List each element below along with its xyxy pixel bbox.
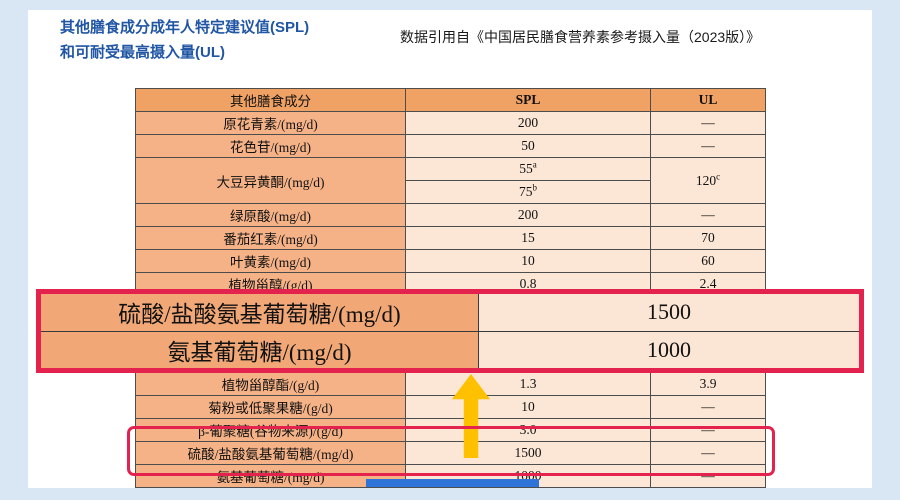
table-row: 叶黄素/(mg/d) 10 60 <box>135 249 766 273</box>
table-row: 番茄红素/(mg/d) 15 70 <box>135 226 766 250</box>
col-header-spl: SPL <box>405 88 651 112</box>
spl-cell: 3.0 <box>405 418 651 442</box>
table-row: 菊粉或低聚果糖/(g/d) 10— <box>135 395 766 419</box>
ul-cell: 3.9 <box>650 372 766 396</box>
callout-row: 硫酸/盐酸氨基葡萄糖/(mg/d) 1500 <box>41 294 859 332</box>
ul-cell: 120c <box>650 157 766 204</box>
magnified-callout: 硫酸/盐酸氨基葡萄糖/(mg/d) 1500 氨基葡萄糖/(mg/d) 1000 <box>36 289 864 373</box>
spl-ul-table: 其他膳食成分 SPL UL 原花青素/(mg/d) 200— 花色苷/(mg/d) 5… <box>135 88 766 488</box>
callout-row-value: 1500 <box>479 294 859 331</box>
table-row: 植物甾醇酯/(g/d) 1.3 3.9 <box>135 372 766 396</box>
table-row: β-葡聚糖(谷物来源)/(g/d) 3.0— <box>135 418 766 442</box>
ul-cell: — <box>650 441 766 465</box>
page-title-line2: 和可耐受最高摄入量(UL) <box>60 43 225 61</box>
ul-cell: 70 <box>650 226 766 250</box>
ul-cell: — <box>650 464 766 488</box>
spl-cell: 10 <box>405 249 651 273</box>
row-label-cell: 氨基葡萄糖/(mg/d) <box>135 464 406 488</box>
ul-cell: — <box>650 134 766 158</box>
data-source-note: 数据引用自《中国居民膳食营养素参考摄入量（2023版）》 <box>400 29 761 45</box>
ul-cell: — <box>650 203 766 227</box>
page-title-line1: 其他膳食成分成年人特定建议值(SPL) <box>60 19 310 36</box>
spl-cell: 50 <box>405 134 651 158</box>
table-row: 原花青素/(mg/d) 200— <box>135 111 766 135</box>
callout-row-label: 氨基葡萄糖/(mg/d) <box>41 331 479 368</box>
callout-row-value: 1000 <box>479 331 859 368</box>
table-row: 花色苷/(mg/d) 50— <box>135 134 766 158</box>
bottom-accent-bar <box>366 479 539 487</box>
row-label-cell: 叶黄素/(mg/d) <box>135 249 406 273</box>
row-label-cell: 植物甾醇酯/(g/d) <box>135 372 406 396</box>
table-header-row: 其他膳食成分 SPL UL <box>135 88 766 112</box>
spl-cell: 75b <box>405 180 651 204</box>
row-label-cell: 绿原酸/(mg/d) <box>135 203 406 227</box>
ul-cell: — <box>650 111 766 135</box>
spl-cell: 200 <box>405 111 651 135</box>
ul-cell: — <box>650 395 766 419</box>
spl-cell: 1.3 <box>405 372 651 396</box>
row-label-cell: β-葡聚糖(谷物来源)/(g/d) <box>135 418 406 442</box>
spl-cell: 200 <box>405 203 651 227</box>
table-row: 硫酸/盐酸氨基葡萄糖/(mg/d) 1500— <box>135 441 766 465</box>
table-row: 绿原酸/(mg/d) 200— <box>135 203 766 227</box>
table-row: 大豆异黄酮/(mg/d) 55a 120c <box>135 157 766 204</box>
page-title: 其他膳食成分成年人特定建议值(SPL) 和可耐受最高摄入量(UL) <box>60 16 309 66</box>
ul-cell: — <box>650 418 766 442</box>
row-label-cell: 大豆异黄酮/(mg/d) <box>135 157 406 204</box>
callout-row-label: 硫酸/盐酸氨基葡萄糖/(mg/d) <box>41 294 479 331</box>
spl-cell: 55a <box>405 157 651 181</box>
col-header-component: 其他膳食成分 <box>135 88 406 112</box>
col-header-ul: UL <box>650 88 766 112</box>
row-label-cell: 花色苷/(mg/d) <box>135 134 406 158</box>
ul-cell: 60 <box>650 249 766 273</box>
spl-cell: 15 <box>405 226 651 250</box>
spl-cell: 10 <box>405 395 651 419</box>
spl-cell: 1500 <box>405 441 651 465</box>
row-label-cell: 硫酸/盐酸氨基葡萄糖/(mg/d) <box>135 441 406 465</box>
callout-row: 氨基葡萄糖/(mg/d) 1000 <box>41 331 859 368</box>
row-label-cell: 原花青素/(mg/d) <box>135 111 406 135</box>
row-label-cell: 菊粉或低聚果糖/(g/d) <box>135 395 406 419</box>
row-label-cell: 番茄红素/(mg/d) <box>135 226 406 250</box>
